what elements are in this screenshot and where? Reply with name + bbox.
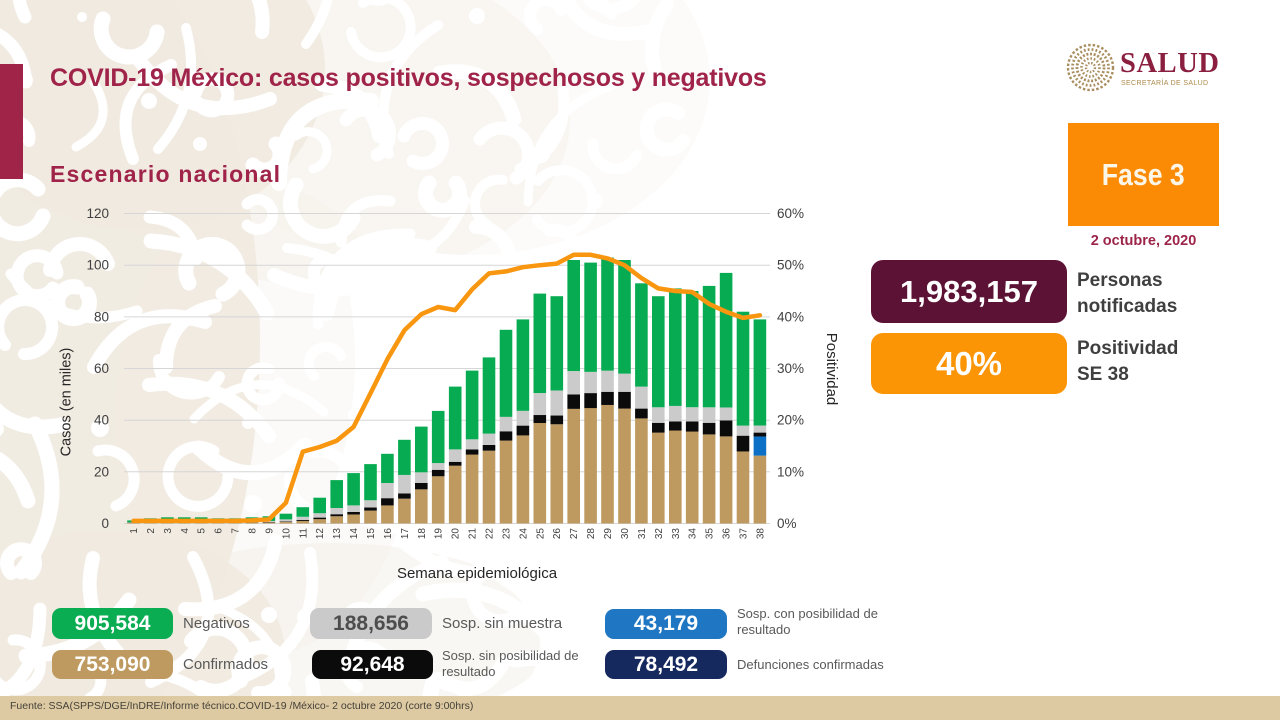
svg-text:13: 13	[332, 528, 343, 540]
svg-text:34: 34	[688, 528, 699, 540]
svg-text:35: 35	[705, 528, 716, 540]
svg-text:0%: 0%	[777, 516, 797, 531]
svg-text:5: 5	[197, 528, 208, 534]
svg-text:60%: 60%	[777, 206, 804, 221]
svg-text:37: 37	[739, 528, 750, 540]
svg-text:20: 20	[94, 464, 109, 479]
svg-text:Positividad: Positividad	[823, 333, 840, 406]
svg-text:50%: 50%	[777, 258, 804, 273]
svg-text:15: 15	[366, 528, 377, 540]
svg-text:4: 4	[180, 528, 191, 534]
svg-text:7: 7	[231, 528, 242, 534]
svg-text:60: 60	[94, 361, 109, 376]
svg-text:30%: 30%	[777, 361, 804, 376]
svg-text:1: 1	[129, 528, 140, 534]
svg-text:14: 14	[349, 528, 360, 540]
svg-text:20: 20	[451, 528, 462, 540]
svg-text:10: 10	[281, 528, 292, 540]
svg-text:10%: 10%	[777, 464, 804, 479]
svg-text:19: 19	[434, 528, 445, 540]
svg-text:20%: 20%	[777, 413, 804, 428]
svg-text:27: 27	[569, 528, 580, 540]
svg-text:29: 29	[603, 528, 614, 540]
svg-text:16: 16	[383, 528, 394, 540]
svg-text:SALUD: SALUD	[1120, 48, 1220, 79]
svg-text:80: 80	[94, 309, 109, 324]
svg-text:17: 17	[400, 528, 411, 540]
svg-text:6: 6	[214, 528, 225, 534]
svg-text:26: 26	[552, 528, 563, 540]
svg-text:Semana epidemiológica: Semana epidemiológica	[397, 565, 558, 582]
svg-text:Casos (en miles): Casos (en miles)	[59, 348, 75, 457]
svg-text:18: 18	[417, 528, 428, 540]
svg-text:SECRETARÍA DE SALUD: SECRETARÍA DE SALUD	[1121, 78, 1208, 87]
svg-text:23: 23	[502, 528, 513, 540]
svg-text:100: 100	[86, 258, 109, 273]
svg-text:2: 2	[146, 528, 157, 534]
svg-text:11: 11	[298, 528, 309, 539]
svg-text:40%: 40%	[777, 309, 804, 324]
svg-text:24: 24	[518, 528, 529, 540]
svg-text:8: 8	[248, 528, 259, 534]
svg-text:22: 22	[485, 528, 496, 540]
svg-text:38: 38	[755, 528, 766, 540]
svg-text:0: 0	[101, 516, 109, 531]
svg-text:32: 32	[654, 528, 665, 540]
svg-text:21: 21	[468, 528, 479, 540]
svg-text:36: 36	[722, 528, 733, 540]
svg-text:30: 30	[620, 528, 631, 540]
svg-text:25: 25	[535, 528, 546, 540]
svg-text:33: 33	[671, 528, 682, 540]
svg-text:120: 120	[86, 206, 109, 221]
svg-text:40: 40	[94, 413, 109, 428]
svg-text:28: 28	[586, 528, 597, 540]
svg-text:3: 3	[163, 528, 174, 534]
svg-text:12: 12	[315, 528, 326, 540]
svg-text:9: 9	[264, 528, 275, 534]
svg-text:31: 31	[637, 528, 648, 540]
